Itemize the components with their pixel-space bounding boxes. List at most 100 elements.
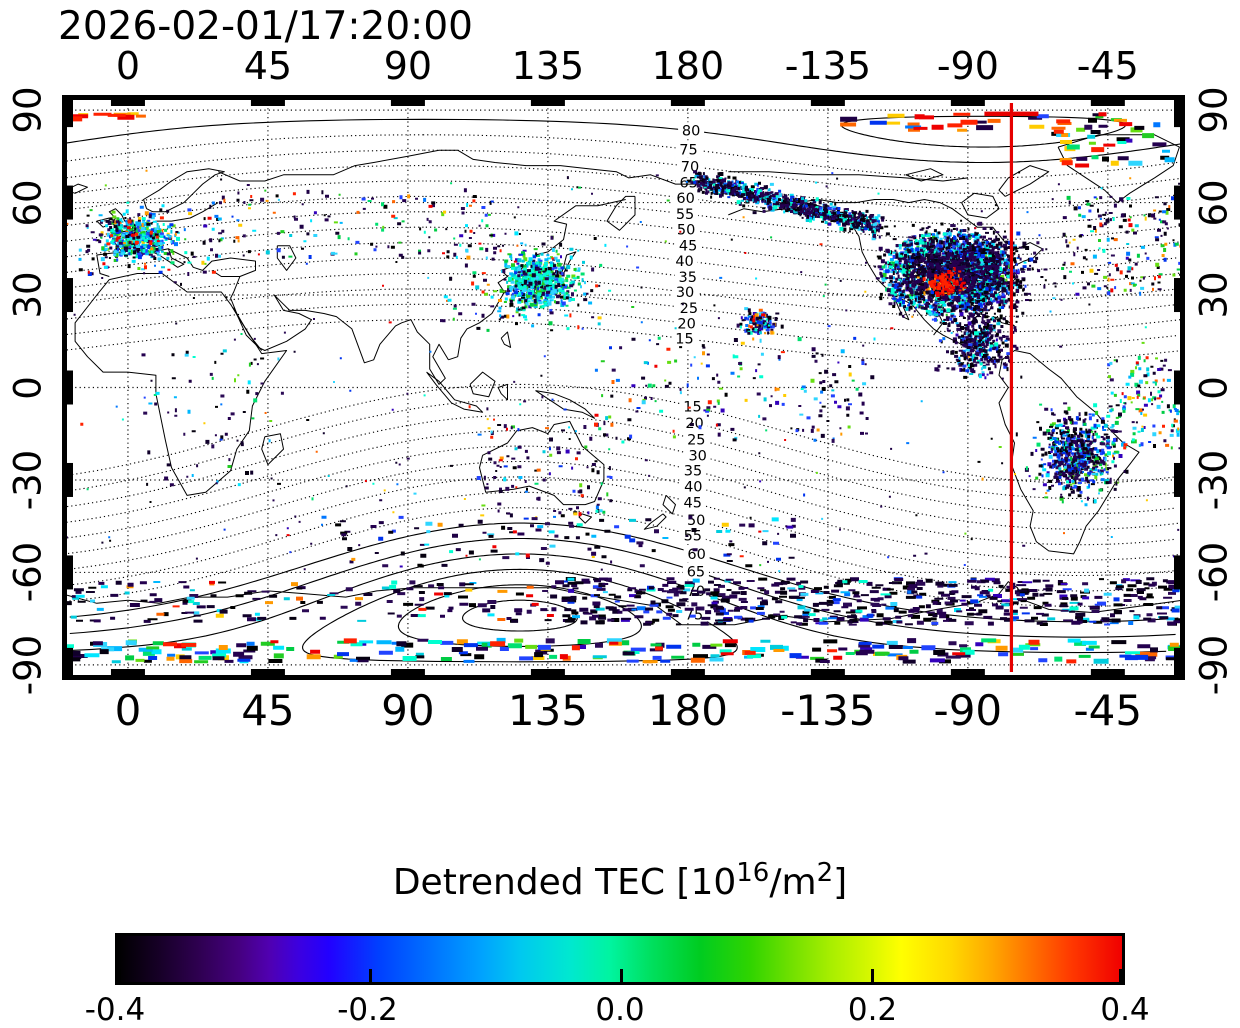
axis-tick-mark [1174,370,1185,405]
map-plot-svg: 1515202025253030353540404545505055556060… [62,93,1185,682]
axis-tick-mark [1174,462,1185,497]
lon-tick-label-top: -45 [1076,44,1139,88]
lat-tick-label-right: 30 [1192,271,1236,319]
colorbar-tick-label: 0.4 [1100,992,1150,1028]
colorbar-tick-mark [369,969,372,982]
colorbar-gradient [115,933,1125,985]
contour-label-bg [683,430,710,448]
contour-label-bg [684,447,711,465]
tec-scatter-points [63,112,1184,664]
lon-tick-label-bottom: -45 [1073,686,1143,735]
contour-label-bg [678,122,705,140]
lon-tick-label-bottom: 135 [507,686,588,735]
axis-tick-mark [62,185,73,220]
axis-tick-mark [670,95,705,106]
map-plot: 15 15 20 20 25 25 30 30 35 35 40 40 45 45 50 50 55 55 60 60… [62,93,1185,682]
contour-label-bg [675,237,702,255]
lat-tick-label-left: -60 [6,542,50,603]
lat-tick-label-left: 60 [6,179,50,227]
colorbar-tick-mark [1119,969,1122,982]
contour-label: 40 [675,254,693,270]
lat-tick-label-right: -90 [1192,634,1236,696]
axis-tick-mark [110,669,145,680]
contour-label: 50 [677,223,695,239]
colorbar-title-sup2: 2 [816,858,834,888]
axis-tick-mark [670,669,705,680]
colorbar-tick-mark [620,969,623,982]
lon-tick-label-bottom: 180 [647,686,728,735]
contour-label: 60 [687,547,705,563]
colorbar-tick-label: 0.2 [847,992,898,1028]
lon-tick-label-top: 135 [511,44,585,88]
lon-tick-label-top: 90 [383,44,433,88]
contour-label-bg [673,221,700,239]
axis-tick-mark [62,370,73,405]
lat-tick-label-right: -60 [1192,542,1236,603]
contour-label: 40 [684,480,702,496]
contour-label-bg [672,189,699,207]
axis-tick-mark [250,669,285,680]
contour-label-bg [675,140,702,158]
contour-label: 55 [676,207,694,223]
contour-label: 25 [687,432,705,448]
contour-label-bg [673,314,700,332]
contour-label: 80 [682,124,700,140]
contour-label: 15 [675,332,693,348]
lon-tick-label-bottom: 45 [241,686,295,735]
axis-tick-mark [1090,669,1125,680]
colorbar-title-suffix: ] [833,862,848,903]
contour-label-bg [672,283,699,301]
axis-tick-mark [810,95,845,106]
contour-label: 30 [676,285,694,301]
lat-tick-label-left: 90 [6,86,50,134]
meridian-marker-line [984,103,1039,672]
contour-label: 35 [684,463,702,479]
contour-label: 45 [684,496,702,512]
contour-label: 55 [684,529,702,545]
lon-tick-label-bottom: 90 [381,686,435,735]
contour-label-bg [682,562,709,580]
meridian-marker-cross [984,111,1039,117]
axis-tick-mark [1174,555,1185,590]
axis-tick-mark [62,647,73,682]
contour-label-bg [680,461,707,479]
lat-tick-label-left: 30 [6,271,50,319]
axis-tick-mark [950,669,985,680]
contour-label-bg [671,330,698,348]
contour-label-bg [679,494,706,512]
axis-tick-mark [1090,95,1125,106]
axis-tick-mark [62,278,73,313]
colorbar-tick-label: -0.4 [84,992,146,1028]
colorbar-tick-label: 0.0 [595,992,645,1028]
lon-tick-label-top: 0 [115,44,141,88]
contour-label: 25 [680,301,698,317]
lon-tick-label-top: 180 [651,44,725,88]
contour-label: 60 [676,191,694,207]
colorbar-tick-mark [871,969,874,982]
contour-label-bg [671,252,698,270]
colorbar-tick-label: -0.2 [337,992,398,1028]
contour-label-bg [679,527,706,545]
lon-tick-label-bottom: -135 [780,686,876,735]
axis-tick-mark [810,669,845,680]
axis-tick-mark [390,669,425,680]
contour-label: 20 [677,316,695,332]
contour-label: 20 [685,416,703,432]
contour-label-bg [680,478,707,496]
colorbar-title-text: Detrended TEC [10 [392,862,737,903]
axis-tick-mark [1174,278,1185,313]
lon-tick-label-bottom: 0 [114,686,142,735]
axis-tick-mark [110,95,145,106]
axis-tick-mark [250,95,285,106]
axis-tick-mark [62,555,73,590]
axis-tick-mark [530,95,565,106]
colorbar-title-sup16: 16 [736,858,770,888]
lat-tick-label-right: 60 [1192,179,1236,227]
contour-label-bg [674,268,701,286]
colorbar-title: Detrended TEC [1016/m2] [0,858,1240,903]
axis-tick-mark [1174,647,1185,682]
lat-tick-label-left: -30 [6,449,50,511]
timestamp-title: 2026-02-01/17:20:00 [58,4,473,49]
magnetic-contours [62,115,1182,663]
axis-tick-mark [1174,93,1185,128]
